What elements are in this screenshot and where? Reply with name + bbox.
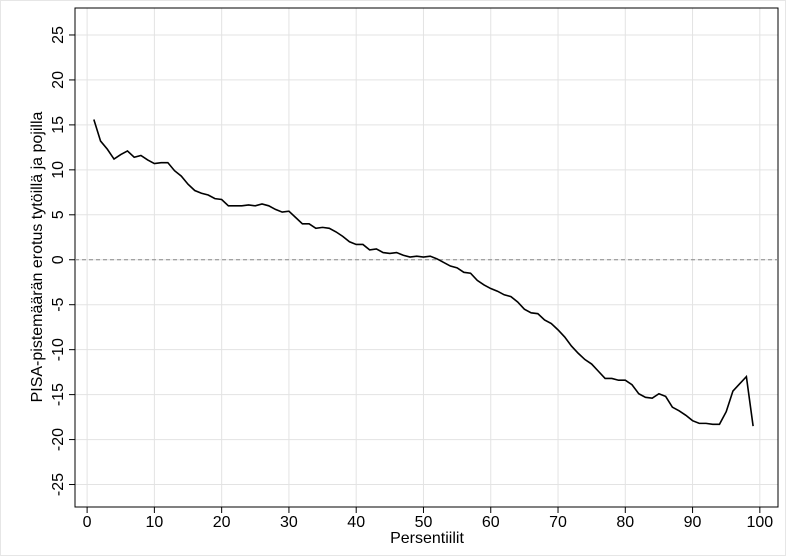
y-tick-label: 0 — [50, 255, 67, 264]
y-tick-label: 10 — [50, 161, 67, 179]
y-tick-label: 15 — [50, 116, 67, 134]
x-tick-label: 30 — [280, 514, 298, 531]
y-tick-label: 20 — [50, 71, 67, 89]
x-tick-label: 70 — [549, 514, 567, 531]
y-tick-label: -20 — [50, 428, 67, 451]
x-tick-label: 100 — [746, 514, 773, 531]
x-tick-label: 0 — [83, 514, 92, 531]
x-tick-label: 60 — [482, 514, 500, 531]
y-tick-label: -5 — [50, 297, 67, 311]
x-tick-label: 90 — [684, 514, 702, 531]
x-tick-label: 80 — [616, 514, 634, 531]
y-tick-label: -10 — [50, 338, 67, 361]
x-tick-label: 40 — [347, 514, 365, 531]
plot-frame — [74, 7, 779, 508]
data-line — [93, 119, 754, 427]
y-tick-label: -25 — [50, 473, 67, 496]
y-tick-label: -15 — [50, 383, 67, 406]
y-tick-label: 25 — [50, 26, 67, 44]
x-tick-label: 20 — [213, 514, 231, 531]
x-tick-label: 10 — [145, 514, 163, 531]
x-tick-label: 50 — [415, 514, 433, 531]
x-axis-label: Persentiilit — [390, 530, 464, 547]
y-axis-label: PISA-pistemäärän erotus tytöillä ja poji… — [29, 112, 46, 403]
y-tick-label: 5 — [50, 210, 67, 219]
